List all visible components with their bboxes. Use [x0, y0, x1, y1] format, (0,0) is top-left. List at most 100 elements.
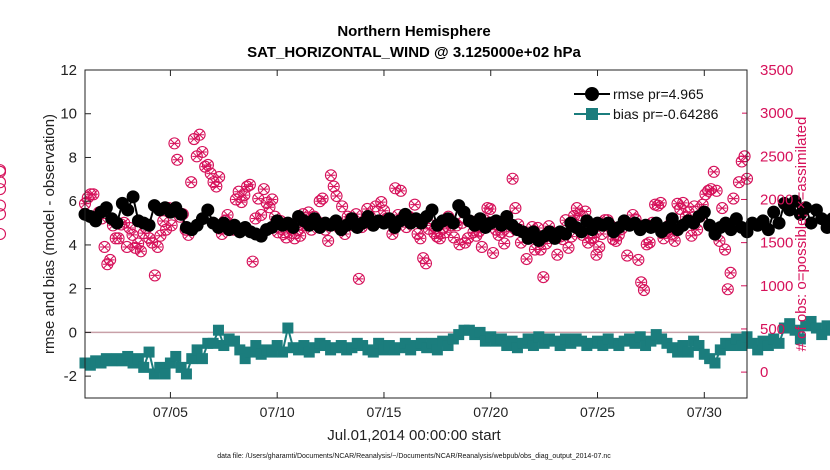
- obs-count-point: [257, 183, 270, 196]
- rmse-point: [665, 212, 679, 226]
- legend-rmse-marker: [585, 87, 599, 101]
- y-right-tick-label: 2500: [760, 148, 793, 165]
- data-file-footer: data file: /Users/gharamti/Documents/NCA…: [217, 453, 611, 460]
- rmse-point: [799, 201, 813, 215]
- rmse-point: [99, 201, 113, 215]
- rmse-point: [788, 194, 802, 208]
- bias-point: [298, 340, 310, 352]
- obs-count-point: [0, 209, 7, 221]
- bias-point: [677, 340, 689, 352]
- y-right-tick-label: 3000: [760, 105, 793, 122]
- bias-point: [730, 333, 742, 345]
- bias-point: [752, 344, 764, 356]
- bias-point: [629, 337, 641, 349]
- obs-count-point: [0, 177, 7, 189]
- obs-count-point: [168, 137, 181, 150]
- rmse-point: [121, 203, 135, 217]
- y-right-tick-label: 0: [760, 364, 768, 381]
- obs-count-point: [727, 192, 740, 205]
- bias-point: [762, 340, 774, 352]
- obs-count-point: [316, 192, 329, 205]
- obs-count-point: [0, 184, 7, 196]
- bias-point: [271, 340, 283, 352]
- bias-point: [245, 346, 256, 358]
- rmse-point: [767, 205, 781, 219]
- bias-point: [367, 346, 379, 358]
- bias-point: [442, 340, 454, 352]
- obs-count-point: [246, 255, 259, 268]
- obs-count-point: [414, 232, 427, 245]
- bias-point: [672, 346, 684, 358]
- bias-point: [725, 340, 737, 352]
- obs-count-point: [255, 208, 268, 222]
- bias-point: [597, 340, 609, 352]
- bias-point: [522, 333, 534, 345]
- obs-count-point: [243, 178, 256, 191]
- rmse-point: [804, 216, 818, 230]
- bias-point: [527, 340, 539, 352]
- obs-count-point: [593, 240, 606, 253]
- obs-count-point: [632, 253, 645, 266]
- chart-title: Northern Hemisphere: [337, 23, 490, 40]
- bias-point: [148, 368, 160, 380]
- rmse-point: [575, 225, 588, 239]
- bias-point: [805, 315, 817, 327]
- obs-count-point: [486, 246, 500, 260]
- obs-count-point: [677, 196, 690, 209]
- obs-count-point: [210, 180, 223, 193]
- obs-count-point: [193, 128, 206, 141]
- bias-point: [431, 344, 443, 356]
- bias-point: [250, 340, 262, 352]
- x-tick-label: 07/15: [366, 404, 401, 420]
- bias-point: [495, 333, 507, 345]
- bias-point: [186, 353, 198, 365]
- bias-point: [154, 361, 166, 373]
- obs-count-point: [408, 198, 421, 211]
- bias-point: [784, 318, 796, 330]
- obs-count-point: [185, 176, 198, 189]
- bias-point: [533, 331, 545, 343]
- bias-point: [746, 337, 758, 349]
- y-left-tick-label: 12: [60, 62, 77, 79]
- bias-point: [175, 361, 187, 373]
- bias-point: [266, 346, 278, 358]
- bias-point: [826, 324, 830, 336]
- bias-point: [794, 333, 806, 345]
- rmse-point: [110, 216, 124, 230]
- obs-count-point: [419, 257, 433, 270]
- obs-count-point: [509, 202, 522, 215]
- obs-count-point: [0, 200, 7, 212]
- obs-count-point: [716, 202, 729, 215]
- bias-point: [277, 346, 289, 358]
- obs-count-point: [294, 229, 307, 242]
- obs-count-point: [213, 170, 226, 184]
- legend-bias-marker: [586, 108, 598, 120]
- y-right-tick-label: 1500: [760, 235, 793, 252]
- obs-count-point: [98, 240, 111, 253]
- y-axis-label-right: # of obs: o=possible; ×=assimilated: [793, 117, 810, 352]
- obs-count-point: [112, 232, 125, 245]
- obs-count-point: [654, 196, 667, 209]
- obs-count-point: [643, 236, 656, 249]
- obs-count-point: [352, 272, 365, 285]
- bias-point: [693, 340, 705, 352]
- obs-count-point: [562, 241, 575, 254]
- obs-count-point: [707, 165, 720, 178]
- x-tick-label: 07/25: [580, 404, 615, 420]
- y-left-tick-label: 10: [60, 106, 77, 123]
- obs-count-point: [506, 172, 519, 185]
- obs-count-point: [266, 193, 279, 206]
- rmse-point: [761, 223, 775, 237]
- obs-count-point: [148, 269, 161, 282]
- obs-count-point: [134, 245, 147, 258]
- bias-point: [773, 337, 785, 349]
- x-axis-label: Jul.01,2014 00:00:00 start: [327, 427, 501, 444]
- bias-point: [399, 337, 411, 349]
- bias-point: [682, 346, 694, 358]
- obs-count-point: [171, 153, 184, 166]
- rmse-point: [772, 216, 786, 230]
- bias-point: [191, 344, 203, 356]
- plot-frame: [84, 69, 748, 399]
- rmse-point: [820, 220, 830, 234]
- obs-count-point: [498, 237, 511, 250]
